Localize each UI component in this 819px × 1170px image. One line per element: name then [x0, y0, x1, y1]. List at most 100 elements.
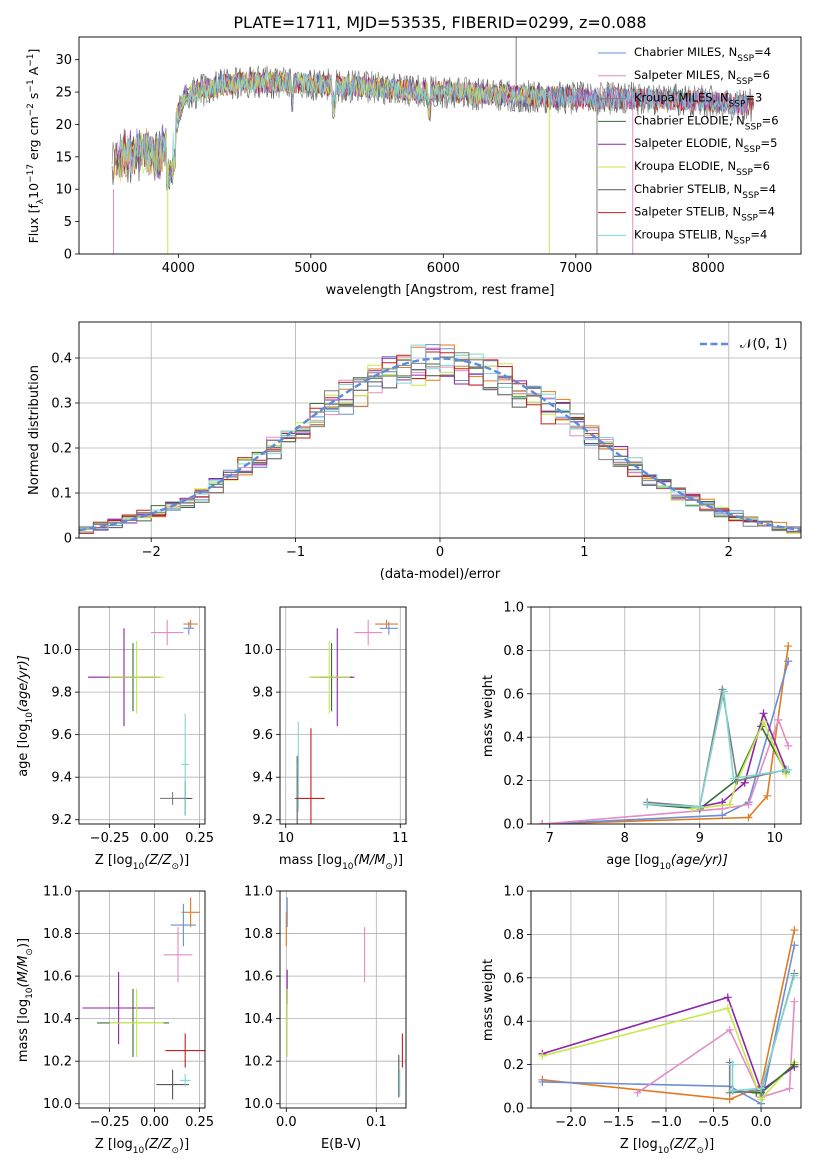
- label-part: mass [log: [16, 999, 31, 1062]
- plot-area: [531, 607, 801, 824]
- plot-area: [79, 322, 801, 538]
- x-tick-label: 10: [277, 831, 294, 846]
- label-part: SSP: [741, 214, 758, 224]
- data-point: [156, 1069, 189, 1100]
- series-marker: [790, 926, 799, 935]
- y-tick-label: 9.4: [51, 771, 72, 786]
- y-tick-label: 1.0: [503, 885, 524, 900]
- label-part: 10: [25, 712, 35, 724]
- plot-area: [280, 607, 406, 824]
- series-marker: [723, 993, 732, 1002]
- x-tick-label: 8000: [692, 261, 725, 276]
- label-part: −1: [26, 79, 36, 92]
- plot-area: [79, 607, 205, 824]
- label-part: (Z/Z: [669, 1137, 697, 1152]
- legend-label: 𝒩(0, 1): [740, 337, 787, 352]
- series-line: [542, 929, 796, 1101]
- label-part: )]: [179, 1137, 189, 1152]
- series-marker: [759, 709, 768, 718]
- label-part: λ: [36, 198, 46, 204]
- label-part: =4: [759, 182, 776, 196]
- label-part: Salpeter STELIB, N: [634, 205, 741, 219]
- label-part: =6: [753, 68, 770, 82]
- x-axis-label: Z [log10(Z/Z⊙)]: [95, 853, 189, 872]
- y-tick-label: 0.4: [503, 1015, 524, 1030]
- panel-residuals: −2 −1 0 1 2 0 0.1 0.2 0.3 0.4 (data-model)/error No…: [27, 321, 802, 582]
- axes-frame: [530, 606, 802, 825]
- label-part: s: [26, 93, 41, 104]
- x-tick-label: 8: [621, 831, 629, 846]
- series-marker: [784, 642, 793, 651]
- series-marker: [725, 1025, 734, 1034]
- y-tick-label: 10.0: [43, 1097, 72, 1112]
- y-axis-label: age [log10(age/yr)]: [16, 655, 35, 777]
- series-marker: [728, 1060, 737, 1069]
- axes: −0.25 0.00 0.259.29.49.69.810.0Z [log10(Z/…: [16, 606, 214, 872]
- x-tick-label: 0.00: [140, 831, 169, 846]
- series-line: [542, 945, 796, 1105]
- label-part: =4: [750, 227, 767, 241]
- label-part: ⊙: [171, 862, 179, 872]
- x-axis-label: age [log10(age/yr)]: [606, 853, 728, 872]
- y-tick-label: 10.8: [244, 927, 273, 942]
- x-tick-label: 2: [725, 545, 733, 560]
- x-tick-label: −2.0: [555, 1115, 587, 1130]
- label-part: Chabrier STELIB, N: [634, 182, 742, 196]
- series-marker: [695, 802, 704, 811]
- x-tick-label: 0: [436, 545, 444, 560]
- legend-label: Kroupa STELIB, NSSP=4: [634, 227, 767, 246]
- x-tick-label: −1.0: [650, 1115, 682, 1130]
- x-tick-label: 0.0: [751, 1115, 772, 1130]
- y-tick-label: 0.4: [503, 731, 524, 746]
- panel-age_vs_Z: −0.25 0.00 0.259.29.49.69.810.0Z [log10(Z/…: [16, 606, 214, 872]
- series-marker: [744, 800, 753, 809]
- y-tick-label: 10.0: [43, 643, 72, 658]
- x-tick-label: 7000: [559, 261, 592, 276]
- x-tick-label: 0.1: [366, 1115, 387, 1130]
- series-line: [731, 975, 796, 1092]
- data-point: [151, 619, 184, 646]
- y-tick-label: 10.2: [43, 1055, 72, 1070]
- series-marker: [784, 765, 793, 774]
- label-part: =4: [758, 205, 775, 219]
- label-part: Kroupa ELODIE, N: [634, 159, 736, 173]
- figure-title: PLATE=1711, MJD=53535, FIBERID=0299, z=0…: [233, 13, 646, 32]
- panel-spectrum: 4000 5000 6000 7000 8000 0 5 10 15 20 25 30 waveleng…: [26, 36, 802, 298]
- y-tick-label: 10.0: [244, 643, 273, 658]
- x-tick-label: 5000: [294, 261, 327, 276]
- data-point: [297, 721, 300, 812]
- label-part: )]: [16, 938, 31, 948]
- y-tick-label: 15: [55, 150, 72, 165]
- y-tick-label: 0: [64, 248, 72, 263]
- axes-frame: [78, 606, 206, 825]
- y-tick-label: 10.2: [244, 1055, 273, 1070]
- data-point: [163, 927, 193, 983]
- plot-area: [111, 37, 755, 254]
- legend-label: Salpeter STELIB, NSSP=4: [634, 205, 775, 224]
- data-point: [165, 1033, 205, 1068]
- y-tick-label: 11.0: [244, 885, 273, 900]
- y-tick-label: 0.0: [503, 1102, 524, 1117]
- series-marker: [538, 1051, 547, 1060]
- label-part: SSP: [736, 168, 753, 178]
- label-part: SSP: [736, 77, 753, 87]
- label-part: 𝒩: [740, 337, 755, 352]
- label-part: 10: [133, 862, 145, 872]
- x-axis-label: (data-model)/error: [380, 567, 501, 582]
- plot-area: [531, 891, 801, 1108]
- data-point: [160, 792, 186, 805]
- axes-frame: [530, 890, 802, 1109]
- label-part: =6: [753, 159, 770, 173]
- legend: 𝒩(0, 1): [700, 337, 787, 352]
- x-tick-label: −2: [142, 545, 161, 560]
- y-tick-label: 10: [55, 183, 72, 198]
- y-axis-label: mass weight: [481, 675, 496, 757]
- gaussian-curve: [79, 357, 801, 532]
- y-tick-label: 0.6: [503, 971, 524, 986]
- label-part: 10: [26, 183, 41, 199]
- label-part: Z [log: [620, 1137, 658, 1152]
- data-point: [308, 641, 350, 714]
